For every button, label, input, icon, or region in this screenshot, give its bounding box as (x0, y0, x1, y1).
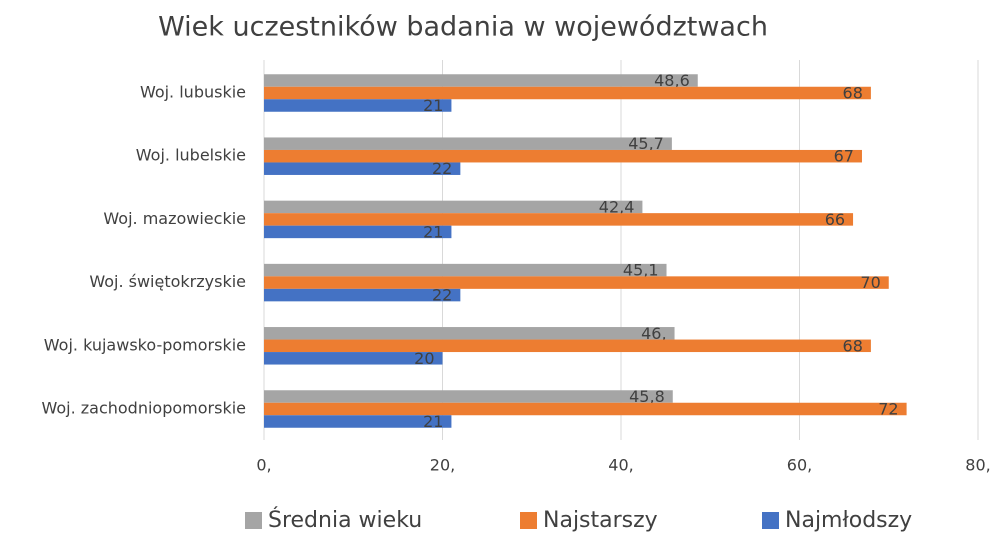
x-tick-label: 80, (965, 456, 990, 475)
legend-label: Najmłodszy (785, 508, 912, 533)
value-label: 22 (432, 159, 452, 178)
value-label: 68 (843, 336, 863, 355)
value-label: 66 (825, 210, 845, 229)
value-label: 42,4 (599, 197, 635, 216)
value-label: 48,6 (654, 71, 690, 90)
value-label: 45,7 (628, 134, 664, 153)
bar (264, 339, 871, 353)
x-tick-label: 40, (608, 456, 633, 475)
bar (264, 149, 862, 163)
bar (264, 327, 675, 340)
value-label: 21 (423, 412, 443, 431)
y-tick-label: Woj. mazowieckie (103, 209, 246, 228)
legend-swatch (520, 512, 537, 529)
bar (264, 162, 461, 175)
legend-swatch (245, 512, 262, 529)
x-tick-label: 0, (256, 456, 271, 475)
bar (264, 137, 672, 150)
value-label: 45,8 (629, 387, 665, 406)
x-tick-label: 20, (430, 456, 455, 475)
bar (264, 415, 452, 428)
y-tick-label: Woj. świętokrzyskie (89, 272, 246, 291)
bar (264, 225, 452, 239)
value-label: 21 (423, 96, 443, 115)
y-tick-label: Woj. kujawsko-pomorskie (44, 335, 246, 354)
value-label: 20 (414, 349, 434, 368)
y-tick-label: Woj. lubuskie (140, 83, 246, 102)
bar (264, 288, 461, 302)
value-label: 68 (843, 84, 863, 103)
bar (264, 263, 667, 277)
value-label: 70 (860, 273, 880, 292)
legend-label: Średnia wieku (268, 507, 422, 533)
x-tick-label: 60, (787, 456, 812, 475)
value-label: 67 (834, 147, 854, 166)
y-tick-label: Woj. lubelskie (136, 146, 246, 165)
value-label: 21 (423, 222, 443, 241)
y-tick-label: Woj. zachodniopomorskie (41, 399, 246, 418)
bar (264, 402, 907, 416)
chart-title: Wiek uczestników badania w województwach (158, 12, 768, 43)
bar (264, 86, 871, 100)
legend-swatch (762, 512, 779, 529)
value-label: 45,1 (623, 261, 659, 280)
bar (264, 390, 673, 403)
value-label: 22 (432, 286, 452, 305)
bar (264, 99, 452, 112)
bar (264, 200, 643, 214)
bar (264, 352, 443, 365)
value-label: 72 (878, 400, 898, 419)
bar (264, 74, 698, 87)
legend-label: Najstarszy (543, 508, 658, 533)
bar (264, 276, 889, 289)
bar (264, 213, 854, 226)
value-label: 46, (641, 324, 666, 343)
